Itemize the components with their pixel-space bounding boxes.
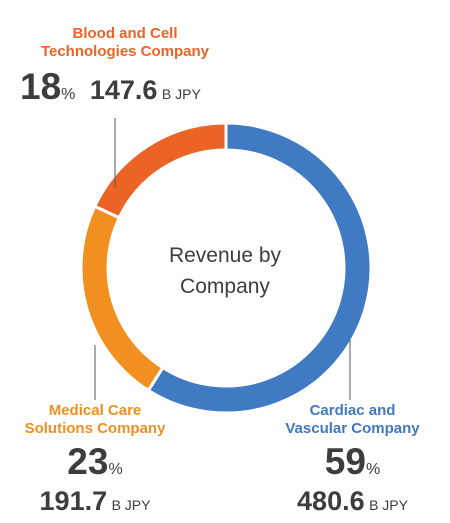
segment-label-blood: Blood and Cell Technologies Company 18% … — [20, 25, 260, 107]
donut-segment-blood — [92, 121, 228, 220]
segment-label-medical: Medical Care Solutions Company 23% 191.7… — [10, 402, 180, 517]
segment-unit-cardiac: B JPY — [369, 497, 408, 513]
segment-unit-blood: B JPY — [161, 86, 201, 102]
segment-value-medical: 191.7 — [39, 486, 108, 516]
donut-segments — [79, 121, 373, 415]
segment-value-cardiac: 480.6 — [297, 486, 365, 516]
percent-sign-cardiac: % — [365, 461, 381, 478]
percent-sign-blood: % — [61, 86, 76, 103]
leader-lines — [94, 118, 351, 400]
segment-percent-cardiac: 59 — [324, 441, 366, 482]
donut-segment-cardiac — [146, 121, 373, 415]
segment-unit-medical: B JPY — [111, 497, 151, 513]
segment-name-cardiac: Cardiac and Vascular Company — [285, 402, 420, 437]
percent-sign-medical: % — [108, 461, 123, 478]
segment-percent-blood: 18 — [20, 66, 62, 107]
segment-name-blood: Blood and Cell Technologies Company — [40, 25, 210, 60]
segment-value-blood: 147.6 — [89, 75, 158, 105]
segment-name-medical: Medical Care Solutions Company — [24, 402, 166, 437]
segment-percent-medical: 23 — [67, 441, 109, 482]
chart-center-title: Revenue by Company — [168, 244, 282, 298]
segment-label-cardiac: Cardiac and Vascular Company 59% 480.6 B… — [270, 402, 435, 517]
